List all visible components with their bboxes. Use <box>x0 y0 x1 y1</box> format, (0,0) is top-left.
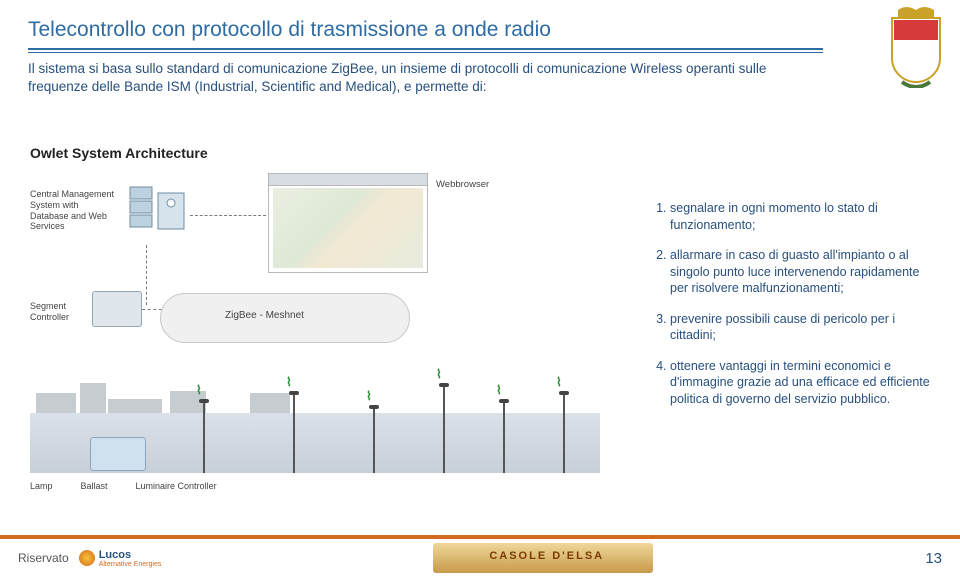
segment-controller-icon <box>92 291 142 327</box>
segment-controller-label: Segment Controller <box>30 301 90 323</box>
feature-list: segnalare in ogni momento lo stato di fu… <box>650 200 930 421</box>
reserved-label: Riservato <box>18 551 69 565</box>
luminaire-controller-icon <box>90 437 146 471</box>
skyline-illustration: ⌇ ⌇ ⌇ ⌇ ⌇ ⌇ Lamp Ballast Luminaire Contr… <box>30 353 600 473</box>
list-item: allarmare in caso di guasto all'impianto… <box>670 247 930 297</box>
list-item: ottenere vantaggi in termini economici e… <box>670 358 930 408</box>
webbrowser-label: Webbrowser <box>436 179 489 190</box>
page-title: Telecontrollo con protocollo di trasmiss… <box>28 18 932 42</box>
meshnet-label: ZigBee - Meshnet <box>225 310 304 321</box>
slide-footer: Riservato Lucos Alternative Energies CAS… <box>0 535 960 577</box>
meshnet-cloud: ZigBee - Meshnet <box>160 293 410 343</box>
cms-label: Central Management System with Database … <box>30 189 116 232</box>
page-number: 13 <box>925 550 942 567</box>
intro-paragraph: Il sistema si basa sullo standard di com… <box>28 60 808 96</box>
list-item: prevenire possibili cause di pericolo pe… <box>670 311 930 344</box>
logo-swirl-icon <box>79 550 95 566</box>
webbrowser-window <box>268 173 428 273</box>
diagram-heading: Owlet System Architecture <box>30 145 610 161</box>
lucos-logo: Lucos Alternative Energies <box>79 549 162 568</box>
server-icon <box>120 183 190 243</box>
architecture-diagram: Owlet System Architecture Central Manage… <box>30 145 610 475</box>
list-item: segnalare in ogni momento lo stato di fu… <box>670 200 930 233</box>
diagram-bottom-labels: Lamp Ballast Luminaire Controller <box>30 481 217 491</box>
town-banner: CASOLE D'ELSA <box>433 543 653 573</box>
municipal-crest <box>888 4 944 88</box>
